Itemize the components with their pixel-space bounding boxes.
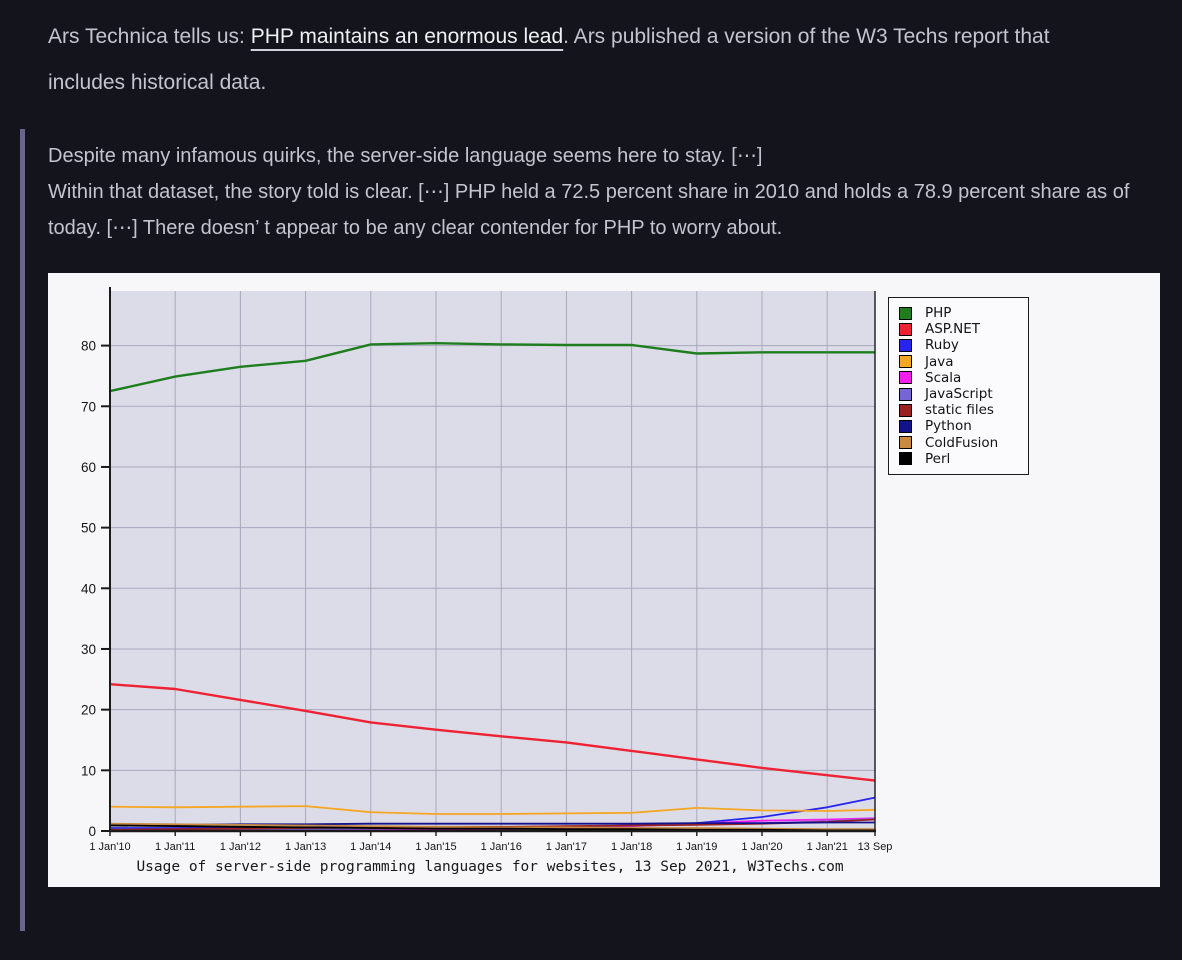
- series-line-java: [109, 805, 876, 815]
- series-line-asp-net: [109, 683, 876, 782]
- legend-item: Perl: [899, 451, 1022, 467]
- legend-item: Python: [899, 418, 1022, 434]
- x-tick-label: 1 Jan'18: [611, 841, 652, 853]
- y-tick-label: 10: [81, 763, 96, 778]
- x-tick-label: 1 Jan'16: [481, 841, 522, 853]
- legend-swatch: [899, 452, 912, 466]
- x-tick-label: 1 Jan'15: [415, 841, 456, 853]
- legend-swatch: [899, 436, 912, 450]
- y-tick-label: 40: [81, 581, 96, 596]
- x-tick-label: 1 Jan'11: [155, 841, 195, 853]
- intro-prefix: Ars Technica tells us:: [48, 25, 251, 48]
- legend-item: JavaScript: [899, 386, 1022, 402]
- y-tick-label: 50: [81, 521, 96, 536]
- series-line-coldfusion: [109, 822, 875, 831]
- y-tick-label: 60: [81, 460, 96, 475]
- y-tick-label: 80: [81, 339, 96, 354]
- chart-legend: PHP ASP.NET Ruby Java Scala JavaScript static …: [888, 297, 1029, 475]
- x-tick-label: 13 Sep: [858, 841, 893, 853]
- article-link[interactable]: PHP maintains an enormous lead: [250, 25, 564, 48]
- chart-svg: 0 10 20 30 40 50 60 70 80 1 Jan'10 1 Jan'11 1 Jan'1…: [81, 287, 893, 853]
- quote-line-1: Despite many infamous quirks, the server…: [48, 145, 763, 167]
- quote-text: Despite many infamous quirks, the server…: [48, 138, 1158, 246]
- legend-item: Java: [899, 354, 1022, 370]
- x-tick-label: 1 Jan'21: [807, 841, 848, 853]
- x-tick-label: 1 Jan'19: [676, 841, 717, 853]
- legend-swatch: [899, 419, 912, 433]
- legend-item: Scala: [899, 370, 1022, 386]
- legend-label: Ruby: [925, 337, 959, 354]
- plot-area: [110, 291, 875, 831]
- legend-item: static files: [899, 402, 1022, 418]
- legend-label: Python: [925, 418, 972, 435]
- legend-label: ColdFusion: [925, 434, 999, 451]
- legend-label: Perl: [925, 450, 951, 467]
- legend-swatch: [899, 322, 912, 336]
- x-tick-label: 1 Jan'17: [546, 841, 587, 853]
- series-line-php: [109, 341, 875, 393]
- y-tick-label: 0: [88, 824, 96, 839]
- legend-swatch: [899, 371, 912, 385]
- legend-label: Scala: [925, 369, 962, 386]
- legend-label: JavaScript: [925, 386, 993, 403]
- chart-caption: Usage of server-side programming languag…: [136, 859, 844, 875]
- x-tick-label: 1 Jan'13: [285, 841, 326, 853]
- quote-block: Despite many infamous quirks, the server…: [20, 129, 1182, 931]
- y-tick-label: 70: [81, 399, 96, 414]
- x-tick-label: 1 Jan'12: [220, 841, 261, 853]
- y-tick-label: 30: [81, 642, 96, 657]
- legend-item: PHP: [899, 305, 1022, 321]
- chart-figure: 0 10 20 30 40 50 60 70 80 1 Jan'10 1 Jan'11 1 Jan'1…: [48, 273, 1160, 887]
- legend-swatch: [899, 338, 912, 352]
- legend-label: Java: [925, 353, 954, 370]
- legend-item: ColdFusion: [899, 435, 1022, 451]
- legend-item: ASP.NET: [899, 321, 1022, 337]
- legend-label: PHP: [925, 305, 952, 322]
- x-tick-label: 1 Jan'10: [89, 841, 130, 853]
- intro-suffix: . Ars published a version of the W3 Tech…: [48, 25, 1050, 94]
- intro-paragraph: Ars Technica tells us: PHP maintains an …: [48, 14, 1124, 106]
- legend-item: Ruby: [899, 337, 1022, 353]
- legend-swatch: [899, 403, 912, 417]
- legend-label: ASP.NET: [925, 321, 981, 338]
- x-tick-label: 1 Jan'20: [741, 841, 782, 853]
- legend-swatch: [899, 387, 912, 401]
- x-tick-label: 1 Jan'14: [350, 841, 391, 853]
- legend-swatch: [899, 306, 912, 320]
- y-tick-label: 20: [81, 703, 96, 718]
- quote-line-2: Within that dataset, the story told is c…: [48, 181, 1130, 239]
- legend-label: static files: [925, 402, 994, 419]
- legend-swatch: [899, 355, 912, 369]
